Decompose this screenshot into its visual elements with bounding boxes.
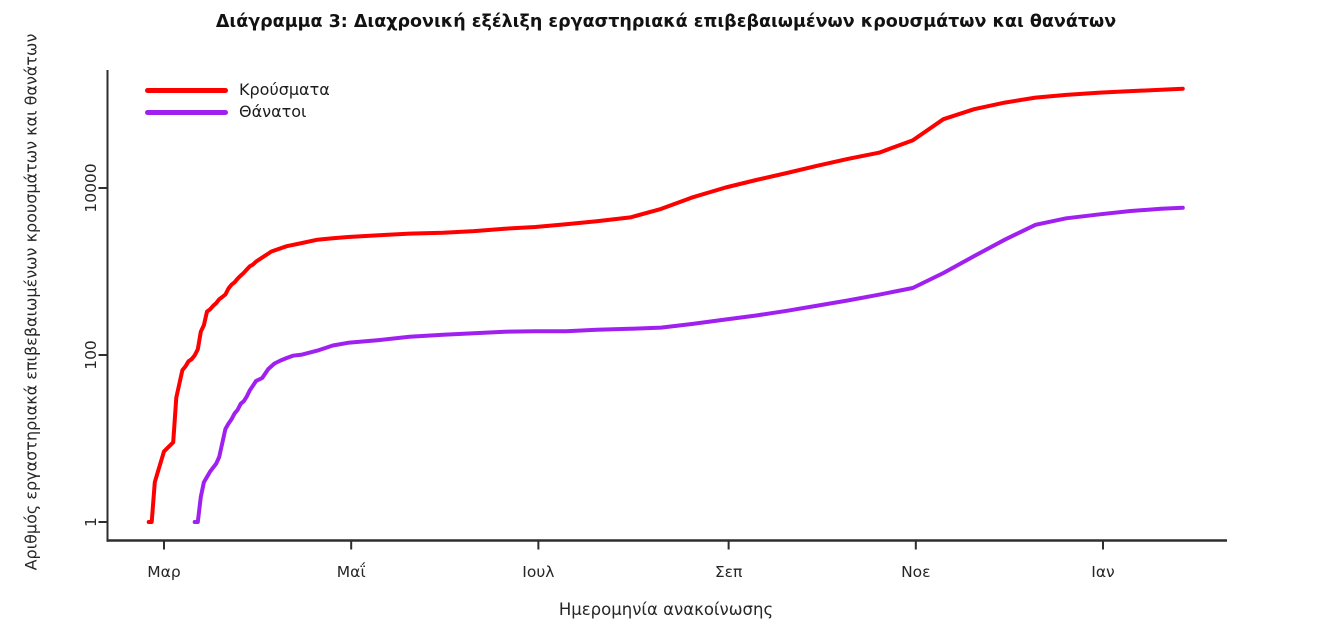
legend-label-cases: Κρούσματα xyxy=(239,80,330,99)
legend-item-cases: Κρούσματα xyxy=(145,79,330,101)
y-tick-label: 1 xyxy=(82,517,100,527)
x-tick-label: Μαΐ xyxy=(337,561,366,581)
deaths-line-swatch xyxy=(145,109,228,115)
y-tick-label: 10000 xyxy=(82,163,100,212)
chart-title: Διάγραμμα 3: Διαχρονική εξέλιξη εργαστηρ… xyxy=(215,12,1117,32)
x-tick-label: Ιουλ xyxy=(522,563,554,581)
x-axis-title: Ημερομηνία ανακοίνωσης xyxy=(558,600,774,619)
deaths-line xyxy=(192,205,1185,524)
cases-line-swatch xyxy=(145,87,228,93)
legend-label-deaths: Θάνατοι xyxy=(239,102,307,121)
x-tick-label: Μαρ xyxy=(147,563,180,581)
x-tick-label: Νοε xyxy=(901,563,930,581)
cases-line xyxy=(146,86,1185,524)
y-tick-label: 100 xyxy=(82,340,100,370)
x-tick-label: Ιαν xyxy=(1091,563,1114,581)
x-tick-label: Σεπ xyxy=(715,563,743,581)
legend-item-deaths: Θάνατοι xyxy=(145,101,330,123)
legend: Κρούσματα Θάνατοι xyxy=(145,79,330,123)
